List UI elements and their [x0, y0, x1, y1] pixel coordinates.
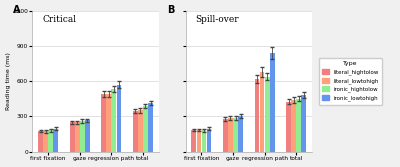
Bar [70, 122, 74, 152]
Bar [43, 131, 48, 152]
Bar [148, 103, 153, 152]
Bar [296, 99, 301, 152]
Bar [143, 106, 148, 152]
Bar [48, 130, 53, 152]
Bar [260, 72, 264, 152]
Bar [101, 94, 106, 152]
Text: Critical: Critical [42, 15, 76, 24]
Bar [116, 85, 121, 152]
Bar [53, 129, 58, 152]
Bar [106, 94, 111, 152]
Bar [301, 95, 306, 152]
Bar [85, 120, 90, 152]
Text: Spill-over: Spill-over [196, 15, 239, 24]
Legend: literal_hightolow, literal_lowtohigh, ironic_hightolow, ironic_lowtohigh: literal_hightolow, literal_lowtohigh, ir… [318, 58, 382, 105]
Bar [192, 130, 196, 152]
Y-axis label: Reading time (ms): Reading time (ms) [6, 52, 10, 110]
Bar [138, 111, 143, 152]
Bar [75, 122, 80, 152]
Text: B: B [167, 5, 174, 15]
Bar [202, 130, 206, 152]
Bar [233, 118, 238, 152]
Bar [286, 102, 291, 152]
Bar [207, 129, 212, 152]
Bar [80, 121, 85, 152]
Bar [238, 116, 243, 152]
Bar [228, 118, 233, 152]
Text: A: A [14, 5, 21, 15]
Bar [38, 131, 43, 152]
Bar [255, 79, 260, 152]
Bar [291, 100, 296, 152]
Bar [270, 53, 274, 152]
Bar [265, 77, 270, 152]
Bar [112, 89, 116, 152]
Bar [196, 130, 201, 152]
Bar [223, 119, 228, 152]
Bar [133, 111, 138, 152]
